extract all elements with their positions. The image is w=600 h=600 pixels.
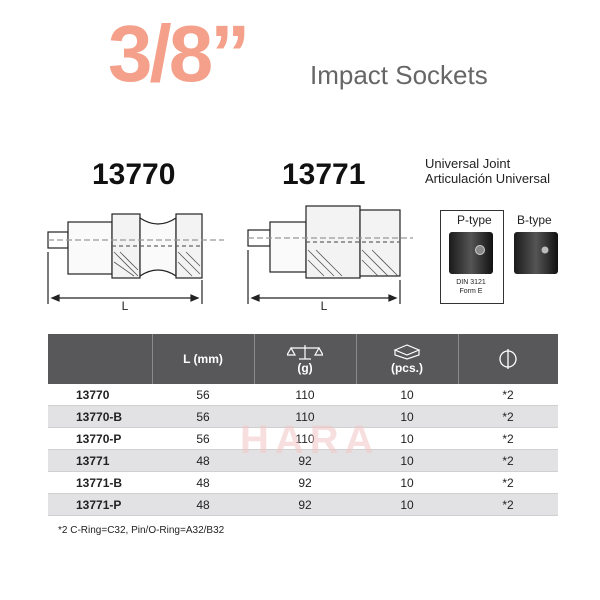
- cell-ring-pin: *2: [458, 405, 558, 428]
- cell-ring-pin: *2: [458, 427, 558, 450]
- cell-code: 13771-B: [48, 471, 152, 494]
- cell-quantity: 10: [356, 405, 458, 428]
- cell-code: 13771-P: [48, 493, 152, 516]
- size-heading: 3/8”: [108, 9, 250, 98]
- cell-length: 48: [152, 493, 254, 516]
- cell-ring-pin: *2: [458, 493, 558, 516]
- cell-length: 56: [152, 427, 254, 450]
- header-ring-pin: [458, 334, 558, 384]
- cell-code: 13770: [48, 384, 152, 406]
- din-note-line-1: DIN 3121: [456, 279, 486, 286]
- cell-quantity: 10: [356, 427, 458, 450]
- model-number-13771: 13771: [282, 158, 366, 191]
- box-icon: [393, 343, 421, 360]
- cell-weight: 110: [254, 427, 356, 450]
- table-header-row: L (mm) (g) (pcs.): [48, 334, 558, 384]
- table-row: 13770-P 56 110 10 *2: [48, 427, 558, 450]
- header-weight: (g): [254, 334, 357, 384]
- din-note-line-2: Form E: [459, 288, 483, 295]
- ring-pin-icon: [499, 348, 517, 369]
- cell-code: 13771: [48, 449, 152, 472]
- table-row: 13771-B 48 92 10 *2: [48, 471, 558, 494]
- p-type-label: P-type: [457, 213, 492, 227]
- socket-13771-drawing: L: [247, 205, 413, 313]
- cell-ring-pin: *2: [458, 449, 558, 472]
- cell-code: 13770-P: [48, 427, 152, 450]
- cell-quantity: 10: [356, 471, 458, 494]
- cell-length: 48: [152, 449, 254, 472]
- cell-weight: 92: [254, 449, 356, 472]
- b-type-ball-icon: [514, 232, 558, 274]
- cell-quantity: 10: [356, 449, 458, 472]
- table-row: 13770-B 56 110 10 *2: [48, 405, 558, 428]
- length-label: L: [321, 299, 328, 313]
- header-length: L (mm): [152, 334, 255, 384]
- table-row: 13771 48 92 10 *2: [48, 449, 558, 472]
- cell-length: 56: [152, 384, 254, 406]
- din-standard-note: DIN 3121 Form E: [441, 278, 501, 296]
- header-quantity: (pcs.): [356, 334, 459, 384]
- scale-icon: [287, 344, 323, 360]
- table-row: 13770 56 110 10 *2: [48, 384, 558, 406]
- table-row: 13771-P 48 92 10 *2: [48, 493, 558, 516]
- footnote: *2 C-Ring=C32, Pin/O-Ring=A32/B32: [58, 525, 225, 536]
- b-type-label: B-type: [517, 213, 552, 227]
- cell-quantity: 10: [356, 493, 458, 516]
- cell-code: 13770-B: [48, 405, 152, 428]
- cell-length: 56: [152, 405, 254, 428]
- watermark: HARA: [240, 418, 380, 462]
- p-type-pin-icon: [449, 232, 493, 274]
- cell-quantity: 10: [356, 384, 458, 406]
- cell-weight: 110: [254, 405, 356, 428]
- model-number-13770: 13770: [92, 158, 176, 191]
- cell-ring-pin: *2: [458, 471, 558, 494]
- cell-weight: 110: [254, 384, 356, 406]
- cell-ring-pin: *2: [458, 384, 558, 406]
- socket-13770-drawing: L: [47, 213, 224, 313]
- product-title: Impact Sockets: [310, 60, 488, 90]
- spec-table: L (mm) (g) (pcs.): [48, 334, 558, 516]
- universal-joint-label-en: Universal Joint: [425, 156, 511, 171]
- header-code: [48, 334, 153, 384]
- universal-joint-label-es: Articulación Universal: [425, 171, 550, 186]
- cell-length: 48: [152, 471, 254, 494]
- length-label: L: [122, 299, 129, 313]
- cell-weight: 92: [254, 493, 356, 516]
- cell-weight: 92: [254, 471, 356, 494]
